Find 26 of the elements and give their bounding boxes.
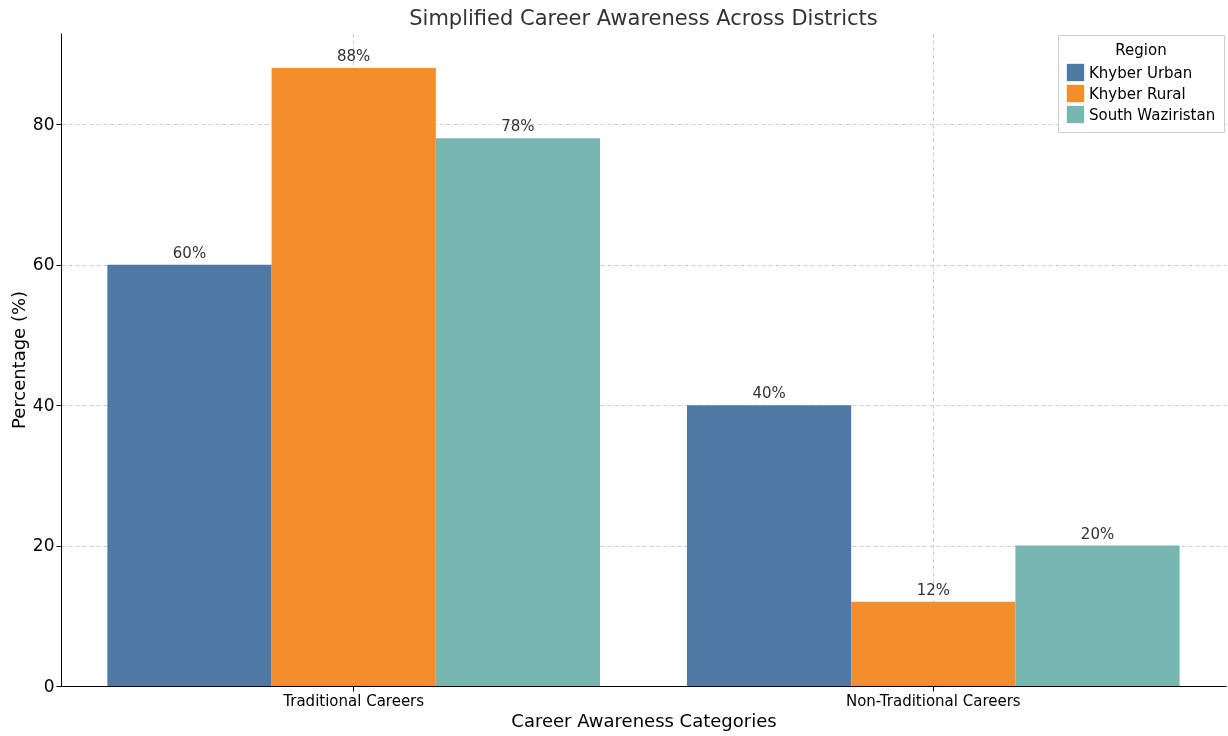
bar [435, 138, 601, 686]
bar [271, 68, 436, 686]
y-tick-label: 80 [32, 113, 55, 134]
chart-title: Simplified Career Awareness Across Districts [409, 6, 878, 30]
data-label: 12% [916, 580, 950, 599]
data-label: 60% [172, 243, 207, 262]
y-axis-title: Percentage (%) [7, 290, 29, 430]
y-tick-label: 40 [32, 394, 55, 415]
y-tick-label: 0 [43, 675, 55, 696]
x-axis-title: Career Awareness Categories [511, 709, 777, 731]
legend-label: Khyber Urban [1089, 63, 1193, 82]
x-tick-label: Non-Traditional Careers [845, 691, 1021, 710]
bar [686, 405, 852, 686]
y-tick-label: 20 [32, 535, 55, 556]
x-tick-label: Traditional Careers [282, 691, 425, 710]
legend-title: Region [1115, 41, 1167, 59]
data-label: 88% [337, 47, 371, 66]
data-label: 20% [1080, 524, 1115, 543]
data-label: 78% [501, 117, 535, 136]
bar [851, 601, 1016, 686]
y-tick-label: 60 [32, 254, 55, 275]
bar [1015, 545, 1180, 686]
legend-label: South Waziristan [1089, 105, 1216, 124]
legend-label: Khyber Rural [1089, 84, 1186, 103]
bar [107, 264, 272, 686]
data-label: 40% [752, 384, 786, 403]
